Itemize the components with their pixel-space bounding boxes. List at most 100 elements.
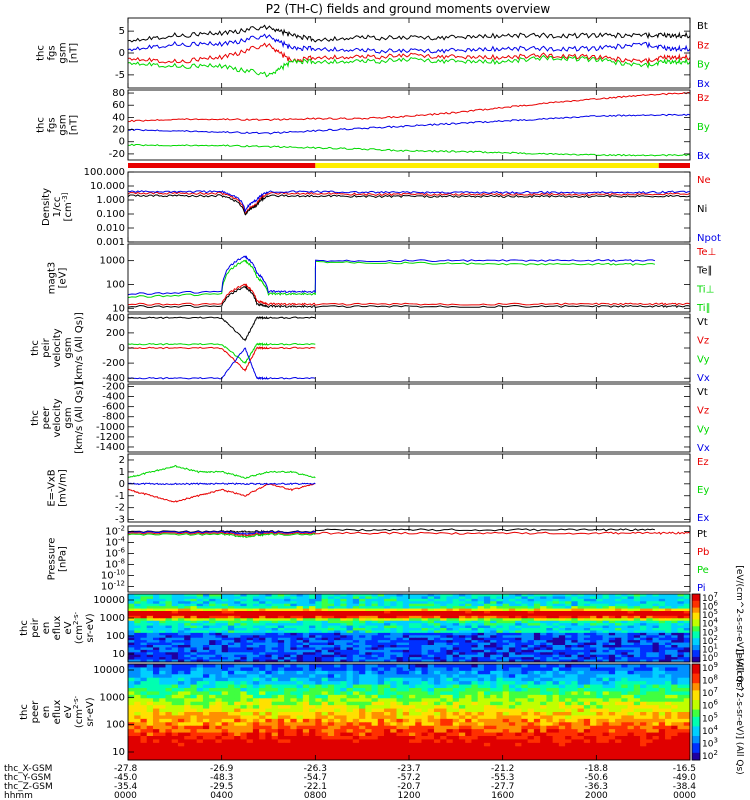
spectrogram-cell [227,613,235,617]
spectrogram-cell [284,649,291,653]
spectrogram-cell [502,725,510,730]
spectrogram-cell [152,630,160,634]
spectrogram-cell [221,725,229,730]
spectrogram-cell [227,681,235,686]
spectrogram-cell [302,708,310,713]
spectrogram-cell [302,596,310,600]
spectrogram-cell [271,705,279,710]
spectrogram-cell [508,674,516,679]
spectrogram-cell [540,606,547,610]
spectrogram-cell [215,694,223,699]
spectrogram-cell [540,715,547,720]
spectrogram-cell [240,637,248,641]
spectrogram-cell [259,649,266,653]
spectrogram-cell [440,596,447,600]
spectrogram-cell [427,645,435,648]
spectrogram-cell [334,729,341,734]
y-tick-label: 100 [106,631,125,642]
spectrogram-cell [402,705,410,710]
spectrogram-cell [252,736,260,740]
spectrogram-cell [309,667,316,672]
spectrogram-cell [565,601,572,605]
spectrogram-cell [196,654,204,658]
spectrogram-cell [215,654,223,658]
spectrogram-cell [352,722,360,727]
spectrogram-cell [427,667,435,672]
spectrogram-cell [227,677,235,682]
spectrogram-cell [640,647,647,651]
spectrogram-cell [602,698,610,703]
spectrogram-cell [521,684,529,689]
spectrogram-cell [271,596,279,600]
spectrogram-cell [552,694,560,699]
spectrogram-cell [515,649,522,653]
spectrogram-cell [552,611,560,614]
spectrogram-cell [240,623,248,627]
spectrogram-cell [583,642,591,646]
series-Vz [127,345,316,372]
spectrogram-cell [415,620,422,624]
spectrogram-cell [615,701,622,706]
spectrogram-cell [190,729,198,734]
spectrogram-cell [240,649,248,653]
spectrogram-cell [633,635,641,639]
spectrogram-cell [202,729,210,734]
spectrogram-cell [165,729,173,734]
spectrogram-cell [421,647,429,651]
spectrogram-cell [390,606,398,610]
spectrogram-cell [415,718,422,723]
spectrogram-cell [508,632,516,636]
spectrogram-cell [227,712,235,716]
spectrogram-cell [527,603,535,607]
spectrogram-cell [558,618,566,622]
spectrogram-cell [565,598,572,602]
spectrogram-cell [521,739,529,744]
spectrogram-cell [227,647,235,651]
y-axis-label: gsm [63,407,74,428]
spectrogram-cell [471,657,479,661]
spectrogram-cell [608,701,616,706]
spectrogram-cell [265,637,273,641]
spectrogram-cell [427,739,435,744]
spectrogram-cell [240,664,248,668]
spectrogram-cell [471,664,479,668]
spectrogram-cell [215,630,223,634]
spectrogram-cell [359,615,366,619]
spectrogram-cell [221,681,229,686]
colorbar-segment [692,631,700,634]
spectrogram-cell [583,701,591,706]
spectrogram-cell [177,611,185,614]
spectrogram-cell [209,657,216,661]
spectrogram-cell [633,596,641,600]
spectrogram-cell [134,649,141,653]
spectrogram-cell [540,708,547,713]
spectrogram-cell [471,667,479,672]
spectrogram-cell [377,722,385,727]
spectrogram-cell [621,606,629,610]
spectrogram-cell [633,722,641,727]
spectrogram-cell [159,635,166,639]
spectrogram-cell [134,642,141,646]
spectrogram-cell [171,598,179,602]
spectrogram-cell [152,645,160,648]
spectrogram-cell [477,722,485,727]
spectrogram-cell [146,654,154,658]
spectrogram-cell [452,698,460,703]
y-tick-label: 100 [106,279,125,290]
spectrogram-cell [596,640,604,644]
spectrogram-cell [515,708,522,713]
spectrogram-cell [128,608,135,612]
spectrogram-cell [202,654,210,658]
spectrogram-cell [165,712,173,716]
spectrogram-cell [433,739,441,744]
spectrogram-cell [309,632,316,636]
spectrogram-cell [415,670,422,675]
spectrogram-cell [577,688,585,692]
spectrogram-cell [327,640,335,644]
spectrogram-cell [633,674,641,679]
spectrogram-cell [521,677,529,682]
spectrogram-cell [540,677,547,682]
spectrogram-cell [521,623,529,627]
spectrogram-cell [371,736,379,740]
